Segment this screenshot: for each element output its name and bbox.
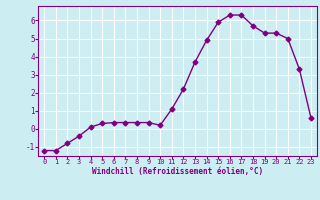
X-axis label: Windchill (Refroidissement éolien,°C): Windchill (Refroidissement éolien,°C) xyxy=(92,167,263,176)
